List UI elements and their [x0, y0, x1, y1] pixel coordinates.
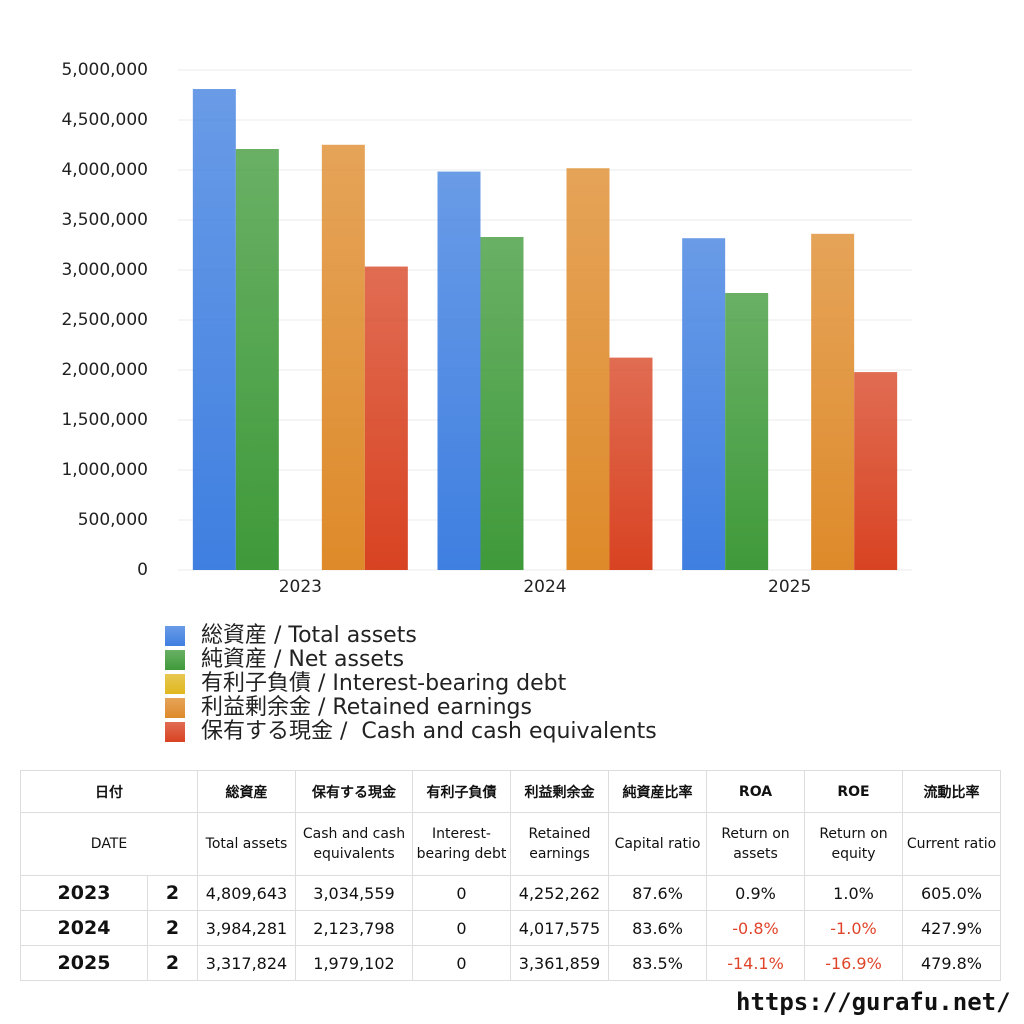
table-cell: 4,017,575 [510, 910, 609, 946]
table-cell: 3,984,281 [197, 910, 296, 946]
table-cell: Return on assets [706, 812, 805, 876]
bar [682, 238, 726, 571]
table-cell: -1.0% [804, 910, 903, 946]
table-cell: 2 [147, 875, 198, 911]
table-cell: 479.8% [902, 945, 1001, 981]
bar [437, 171, 481, 570]
table-row: 日付 総資産 保有する現金 有利子負債 利益剰余金 純資産比率 ROA ROE 流動比率 [20, 770, 1001, 813]
y-tick-label: 2,000,000 [61, 360, 148, 380]
table-cell: 2,123,798 [295, 910, 413, 946]
table-row: DATE Total assets Cash and cash equivalent… [20, 812, 1001, 876]
bar [854, 372, 898, 570]
x-tick-label: 2024 [523, 577, 566, 597]
y-tick-label: 1,500,000 [61, 410, 148, 430]
chart: 0 500,000 1,000,000 1,500,000 2,000,000 2,500… [61, 60, 912, 744]
table-cell: 0 [412, 910, 511, 946]
legend-label: 総資産 / Total assets [201, 623, 417, 648]
legend-swatch [165, 650, 185, 670]
table-cell: 3,034,559 [295, 875, 413, 911]
table-cell: 1,979,102 [295, 945, 413, 981]
legend-label: 有利子負債 / Interest-bearing debt [201, 671, 567, 696]
bar [235, 149, 279, 570]
table-row: 2024 2 3,984,281 2,123,798 0 4,017,575 83.6% -0… [20, 910, 1001, 946]
y-tick-label: 3,000,000 [61, 260, 148, 280]
table-cell: 0.9% [706, 875, 805, 911]
table-row: 2023 2 4,809,643 3,034,559 0 4,252,262 87.6% 0.… [20, 875, 1001, 911]
legend-label: 保有する現金 / Cash and cash equivalents [201, 719, 657, 744]
legend-swatch [165, 698, 185, 718]
table-cell: 427.9% [902, 910, 1001, 946]
y-tick-label: 4,000,000 [61, 160, 148, 180]
y-tick-label: 4,500,000 [61, 110, 148, 130]
table-cell: 605.0% [902, 875, 1001, 911]
table-cell: 4,252,262 [510, 875, 609, 911]
legend-swatch [165, 674, 185, 694]
table-cell: 0 [412, 945, 511, 981]
legend-label: 利益剰余金 / Retained earnings [201, 695, 532, 720]
footer-url: https://gurafu.net/ [736, 988, 1011, 1016]
x-tick-label: 2023 [279, 577, 322, 597]
table-cell: 2023 [20, 875, 148, 911]
table-cell: Current ratio [902, 812, 1001, 876]
table-cell: 83.5% [608, 945, 707, 981]
y-tick-label: 2,500,000 [61, 310, 148, 330]
legend-swatch [165, 722, 185, 742]
bar [480, 237, 524, 570]
table-cell: 流動比率 [902, 770, 1001, 813]
table-row: 2025 2 3,317,824 1,979,102 0 3,361,859 83.5% -1… [20, 945, 1001, 981]
table-cell: -16.9% [804, 945, 903, 981]
y-tick-label: 500,000 [78, 510, 148, 530]
table-cell: Return on equity [804, 812, 903, 876]
table-cell: Retained earnings [510, 812, 609, 876]
table-cell: 3,317,824 [197, 945, 296, 981]
bar [609, 357, 653, 570]
table-cell: 有利子負債 [412, 770, 511, 813]
table-cell: ROE [804, 770, 903, 813]
table-cell: Cash and cash equivalents [295, 812, 413, 876]
x-tick-label: 2025 [768, 577, 811, 597]
table-cell: 4,809,643 [197, 875, 296, 911]
table-cell: Total assets [197, 812, 296, 876]
table-cell: 83.6% [608, 910, 707, 946]
table-cell: 2 [147, 910, 198, 946]
table-cell: 保有する現金 [295, 770, 413, 813]
table-cell: 2024 [20, 910, 148, 946]
table-cell: 0 [412, 875, 511, 911]
table-cell: 1.0% [804, 875, 903, 911]
data-table: 日付 総資産 保有する現金 有利子負債 利益剰余金 純資産比率 ROA ROE 流動比率 DATE… [20, 770, 1001, 981]
table-cell: 純資産比率 [608, 770, 707, 813]
table-cell: 利益剰余金 [510, 770, 609, 813]
table-cell: 3,361,859 [510, 945, 609, 981]
bar [566, 168, 610, 570]
table-cell: Interest-bearing debt [412, 812, 511, 876]
y-tick-label: 3,500,000 [61, 210, 148, 230]
table-cell: 87.6% [608, 875, 707, 911]
legend-swatch [165, 626, 185, 646]
bar [192, 89, 236, 570]
bar [725, 293, 769, 570]
table-cell: DATE [20, 812, 198, 876]
bar [811, 233, 855, 571]
table-cell: -14.1% [706, 945, 805, 981]
legend-label: 純資産 / Net assets [201, 647, 404, 672]
y-tick-label: 1,000,000 [61, 460, 148, 480]
bar [364, 266, 408, 570]
table-cell: -0.8% [706, 910, 805, 946]
table-cell: 総資産 [197, 770, 296, 813]
y-tick-label: 0 [137, 560, 148, 580]
table-cell: Capital ratio [608, 812, 707, 876]
table-cell: 日付 [20, 770, 198, 813]
table-cell: 2025 [20, 945, 148, 981]
bar [321, 144, 365, 570]
y-tick-label: 5,000,000 [61, 60, 148, 80]
table-cell: ROA [706, 770, 805, 813]
table-cell: 2 [147, 945, 198, 981]
